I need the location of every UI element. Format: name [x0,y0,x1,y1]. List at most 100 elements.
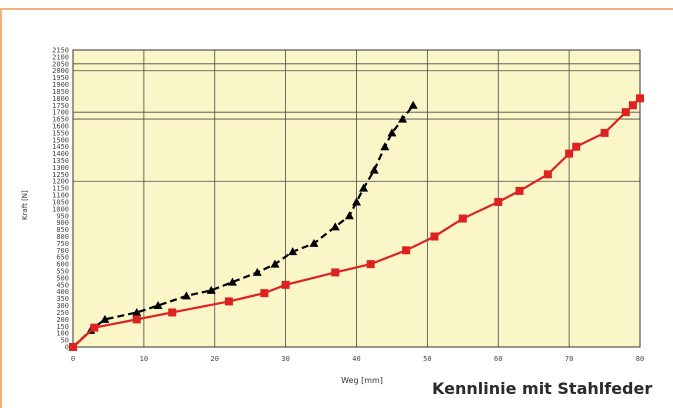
y-tick-label: 1900 [52,81,69,89]
data-point [153,301,163,310]
data-point [408,100,418,109]
y-tick-label: 250 [56,309,69,317]
y-tick-label: 1700 [52,109,69,117]
y-tick-label: 150 [56,323,69,331]
y-axis-label: Kraft [N] [21,190,29,220]
frame-border-left [0,8,2,408]
data-point [330,222,340,231]
y-tick-label: 1350 [52,157,69,165]
y-tick-label: 500 [56,274,69,282]
series-1 [68,100,418,351]
y-tick-label: 750 [56,240,69,248]
y-tick-label: 1450 [52,143,69,151]
data-point [100,314,110,323]
y-tick-label: 900 [56,219,69,227]
data-point [206,285,216,294]
y-tick-label: 1750 [52,102,69,110]
data-point [132,307,142,316]
x-tick-label: 30 [281,355,289,363]
data-point [90,323,99,332]
x-tick-labels: 0 10 20 30 40 50 60 70 80 [71,355,644,363]
y-tick-label: 2100 [52,53,69,61]
x-tick-label: 50 [423,355,431,363]
data-point [331,268,340,277]
y-tick-label: 400 [56,288,69,296]
data-point [369,165,379,174]
x-tick-label: 10 [140,355,148,363]
data-point [252,267,262,276]
y-tick-label: 450 [56,281,69,289]
data-point [69,343,77,351]
y-tick-label: 1600 [52,122,69,130]
x-tick-label: 0 [71,355,75,363]
data-point [543,170,552,179]
y-tick-label: 600 [56,261,69,269]
x-tick-label: 60 [494,355,502,363]
y-tick-label: 1200 [52,178,69,186]
x-tick-label: 80 [636,355,644,363]
y-tick-label: 800 [56,233,69,241]
data-point [380,142,390,151]
y-tick-label: 0 [65,344,69,352]
y-tick-label: 550 [56,268,69,276]
y-tick-label: 2000 [52,67,69,75]
data-point [621,108,630,117]
y-tick-label: 300 [56,302,69,310]
data-point [387,128,397,137]
data-point [636,94,644,103]
data-point [227,277,237,286]
y-tick-label: 2050 [52,60,69,68]
y-tick-label: 1250 [52,171,69,179]
data-point [494,197,503,206]
data-point [352,197,361,206]
y-tick-label: 1050 [52,198,69,206]
y-tick-label: 950 [56,212,69,220]
data-point [600,128,609,137]
y-tick-label: 1400 [52,150,69,158]
data-point [359,183,369,192]
data-point [344,211,354,220]
x-tick-label: 70 [565,355,573,363]
y-tick-label: 350 [56,295,69,303]
x-tick-label: 40 [352,355,360,363]
x-axis-label: Weg [mm] [341,376,383,385]
y-tick-label: 1800 [52,95,69,103]
y-tick-label: 1850 [52,88,69,96]
data-point [224,297,233,306]
data-point [398,114,408,123]
y-tick-label: 1000 [52,205,69,213]
data-point [168,308,177,317]
data-point [572,142,581,151]
data-point [281,280,290,289]
data-point [430,232,439,241]
y-tick-label: 650 [56,254,69,262]
y-tick-label: 1300 [52,164,69,172]
y-tick-label: 1500 [52,136,69,144]
data-point [270,259,280,268]
y-tick-label: 1550 [52,129,69,137]
y-tick-label: 850 [56,226,69,234]
data-point [260,289,269,298]
y-tick-label: 1950 [52,74,69,82]
y-tick-label: 1650 [52,116,69,124]
data-point [628,101,637,110]
data-point [132,315,141,324]
data-point [565,149,574,158]
y-tick-label: 1150 [52,185,69,193]
y-tick-label: 50 [61,337,69,345]
data-point [515,186,524,195]
axes-frame [72,49,641,348]
axes [72,49,641,348]
y-tick-label: 2150 [52,47,69,55]
chart-caption: Kennlinie mit Stahlfeder [432,379,653,398]
y-tick-label: 1100 [52,192,69,200]
data-point [309,238,319,247]
data-point [458,214,467,223]
y-tick-label: 700 [56,247,69,255]
data-point [288,247,298,256]
y-tick-label: 100 [56,330,69,338]
series-2 [69,94,644,351]
data-point [366,260,375,269]
